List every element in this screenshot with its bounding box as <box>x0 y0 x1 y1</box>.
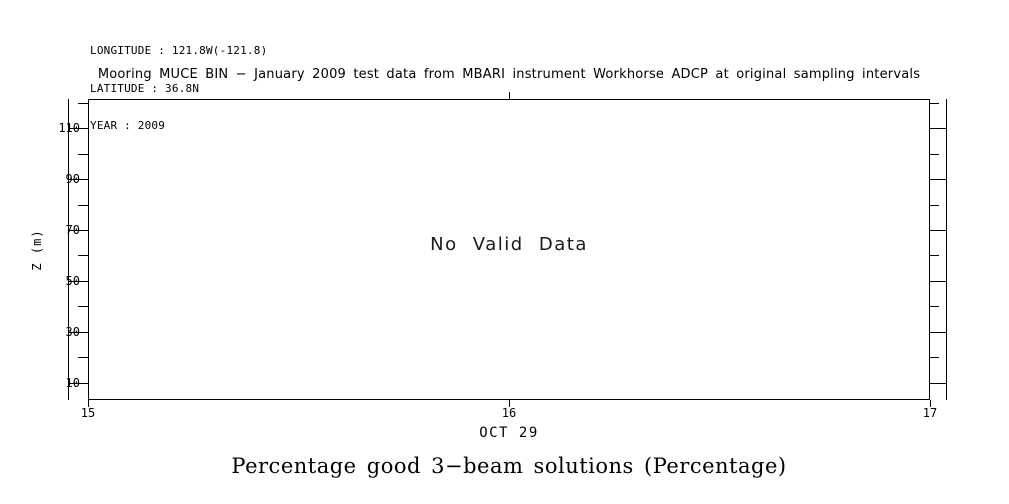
y-axis-label: Z (m) <box>30 229 44 271</box>
y-axis-rail-left <box>68 99 69 400</box>
y-major-tick-left <box>68 332 88 333</box>
x-tick-label: 15 <box>80 406 96 420</box>
x-tick-top <box>509 92 510 99</box>
y-major-tick-right <box>930 179 947 180</box>
y-major-tick-left <box>68 179 88 180</box>
y-major-tick-left <box>68 230 88 231</box>
y-major-tick-left <box>68 128 88 129</box>
y-minor-tick-right <box>930 154 939 155</box>
y-axis-rail-right <box>946 99 947 400</box>
figure-caption: Percentage good 3−beam solutions (Percen… <box>231 454 787 478</box>
y-minor-tick-left <box>78 103 88 104</box>
plot-area: No Valid Data <box>88 99 930 400</box>
x-tick-label: 17 <box>922 406 938 420</box>
x-tick-label: 16 <box>501 406 517 420</box>
y-minor-tick-left <box>78 306 88 307</box>
y-minor-tick-left <box>78 205 88 206</box>
x-tick-bottom <box>88 400 89 407</box>
y-minor-tick-right <box>930 306 939 307</box>
y-minor-tick-right <box>930 255 939 256</box>
y-major-tick-right <box>930 128 947 129</box>
y-major-tick-left <box>68 281 88 282</box>
y-major-tick-left <box>68 383 88 384</box>
y-minor-tick-left <box>78 357 88 358</box>
latitude-line: LATITUDE : 36.8N <box>90 81 200 95</box>
y-major-tick-right <box>930 281 947 282</box>
longitude-line: LONGITUDE : 121.8W(-121.8) <box>90 44 268 57</box>
y-minor-tick-right <box>930 205 939 206</box>
y-major-tick-right <box>930 332 947 333</box>
y-minor-tick-left <box>78 255 88 256</box>
y-major-tick-right <box>930 383 947 384</box>
plot-title: Mooring MUCE BIN − January 2009 test dat… <box>97 67 921 82</box>
x-tick-bottom <box>509 400 510 407</box>
y-minor-tick-left <box>78 154 88 155</box>
year-line: YEAR : 2009 <box>90 119 166 132</box>
y-minor-tick-right <box>930 103 939 104</box>
metadata-block: LONGITUDE : 121.8W(-121.8) LATITUDE : 36… <box>90 20 267 158</box>
x-tick-bottom <box>930 400 931 407</box>
y-major-tick-right <box>930 230 947 231</box>
y-minor-tick-right <box>930 357 939 358</box>
no-data-label: No Valid Data <box>430 234 588 255</box>
x-axis-label: OCT 29 <box>479 425 539 441</box>
